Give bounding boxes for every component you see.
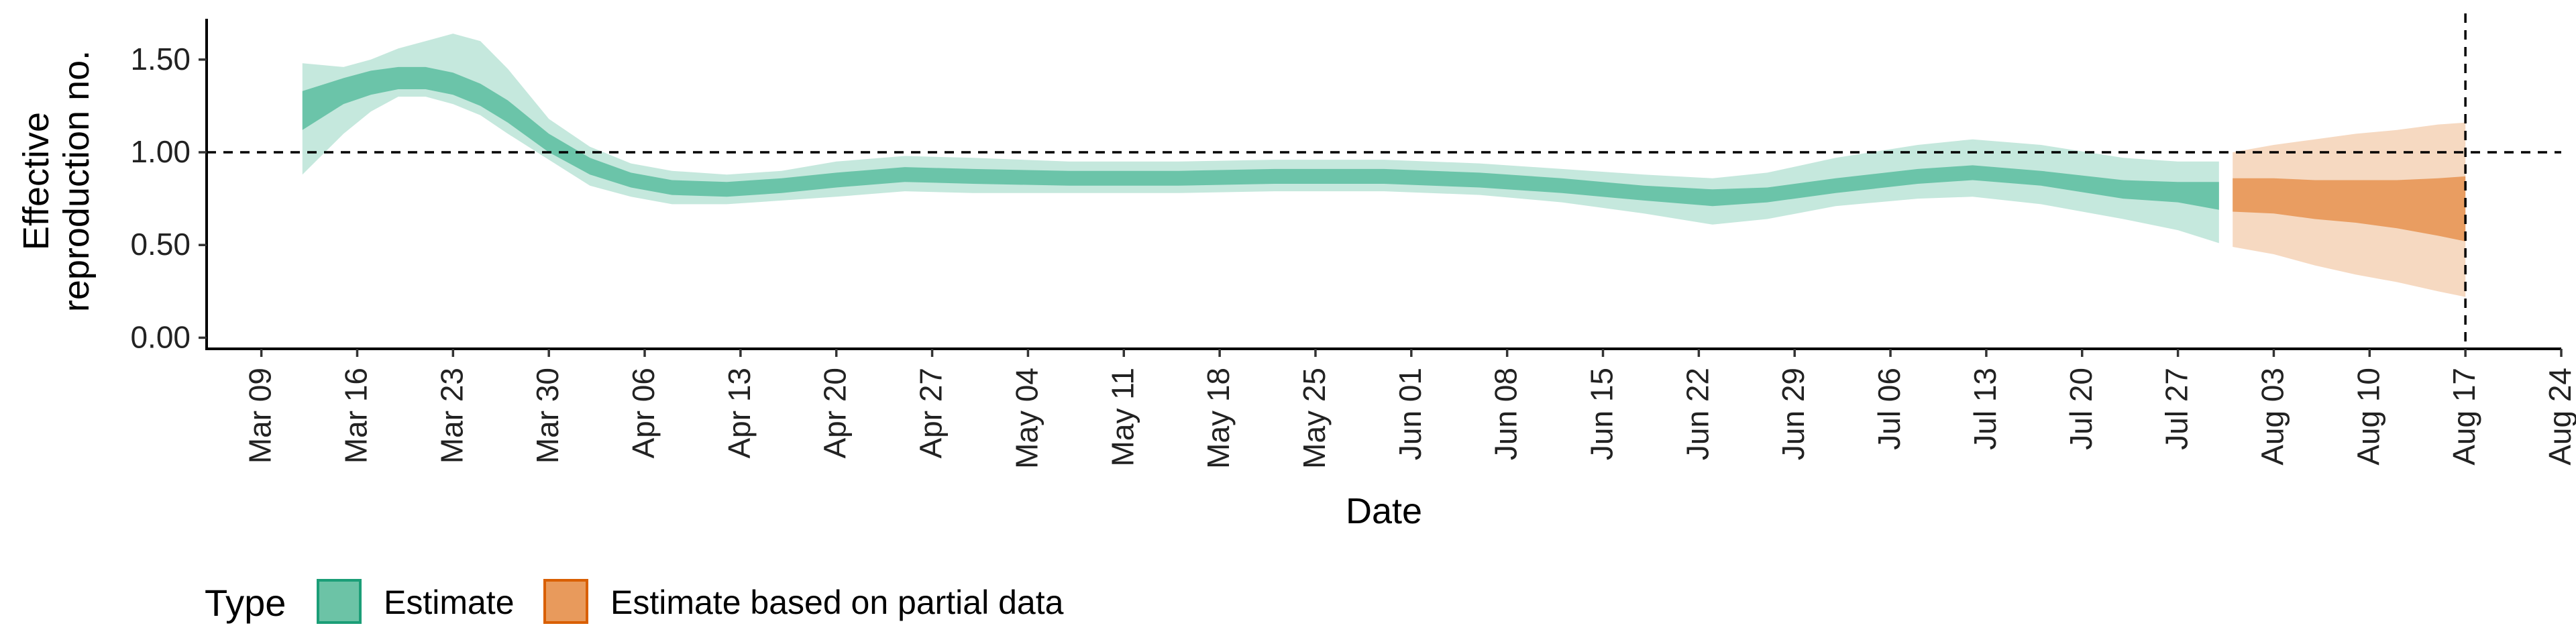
x-tick-label: Jul 20 <box>2063 368 2098 450</box>
y-axis-title-line-1: Effective <box>16 112 56 250</box>
legend-swatch-partial <box>543 579 588 624</box>
x-axis-ticks: Mar 09 Mar 16 Mar 23 Mar 30 Apr 06 Apr 13 Apr … <box>243 349 2576 469</box>
x-tick-label: Jun 01 <box>1393 368 1428 460</box>
x-tick-label: Mar 09 <box>243 368 278 464</box>
x-tick-label: Jul 13 <box>1968 368 2002 450</box>
legend-label-partial: Estimate based on partial data <box>610 584 1064 621</box>
x-tick-label: Apr 13 <box>722 368 757 459</box>
x-tick-label: Apr 27 <box>914 368 949 459</box>
x-tick-label: Mar 23 <box>434 368 469 464</box>
x-tick-label: Jun 15 <box>1585 368 1619 460</box>
legend-swatch-estimate <box>317 579 362 624</box>
x-tick-label: Jun 22 <box>1680 368 1715 460</box>
axes <box>205 19 2561 350</box>
x-tick-label: Apr 20 <box>818 368 853 459</box>
legend-label-estimate: Estimate <box>384 584 515 621</box>
x-tick-label: Aug 10 <box>2351 368 2385 466</box>
band-layer <box>302 34 2466 297</box>
legend-title: Type <box>205 582 286 624</box>
reference-lines <box>207 13 2561 349</box>
y-tick-label: 1.50 <box>130 42 191 76</box>
x-tick-label: May 18 <box>1201 368 1236 469</box>
x-tick-label: Mar 16 <box>339 368 374 464</box>
x-axis-title: Date <box>1346 491 1422 531</box>
inner-band-partial <box>2233 176 2466 241</box>
y-axis-ticks: 0.00 0.50 1.00 1.50 <box>130 42 207 354</box>
y-axis-title: Effective reproduction no. <box>16 50 97 312</box>
x-tick-label: Jul 06 <box>1872 368 1907 450</box>
x-tick-label: May 04 <box>1009 368 1044 469</box>
y-tick-label: 0.00 <box>130 319 191 354</box>
x-tick-label: Jul 27 <box>2159 368 2194 450</box>
x-tick-label: Aug 17 <box>2447 368 2481 466</box>
legend: Type Estimate Estimate based on partial … <box>205 579 1064 624</box>
x-tick-label: Jun 29 <box>1776 368 1811 460</box>
x-tick-label: Mar 30 <box>530 368 565 464</box>
y-tick-label: 0.50 <box>130 227 191 262</box>
x-tick-label: Jun 08 <box>1489 368 1523 460</box>
y-axis-title-line-2: reproduction no. <box>56 50 97 312</box>
x-tick-label: Aug 03 <box>2255 368 2290 466</box>
x-tick-label: Aug 24 <box>2542 368 2576 466</box>
y-tick-label: 1.00 <box>130 134 191 169</box>
inner-band-estimate <box>302 66 2219 210</box>
x-tick-label: Apr 06 <box>626 368 661 459</box>
outer-band-estimate <box>302 34 2219 244</box>
x-tick-label: May 11 <box>1105 368 1140 466</box>
x-tick-label: May 25 <box>1297 368 1332 469</box>
